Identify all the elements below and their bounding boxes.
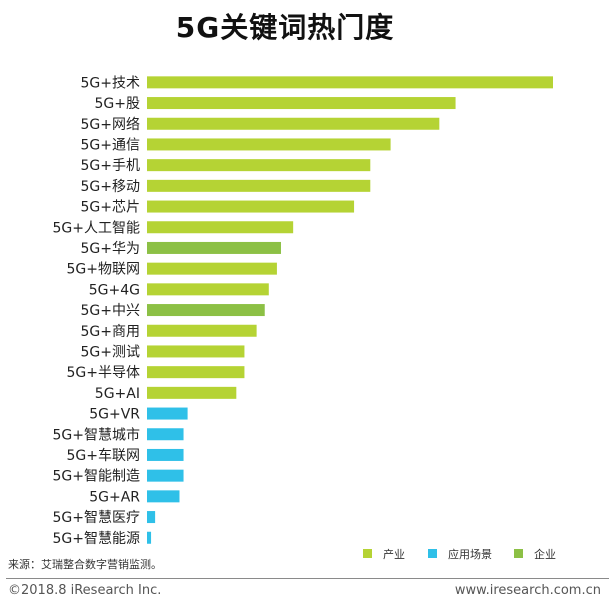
category-label: 5G+网络 (81, 117, 141, 133)
legend-label: 产业 (383, 547, 405, 560)
bar (147, 407, 188, 420)
category-label: 5G+技术 (81, 75, 141, 91)
bar (147, 179, 371, 192)
bar (147, 448, 184, 461)
bar (147, 345, 245, 358)
bar (147, 490, 180, 503)
bar (147, 200, 355, 213)
legend-label: 应用场景 (448, 547, 492, 560)
bar (147, 366, 245, 379)
category-label: 5G+4G (89, 282, 140, 298)
category-label: 5G+物联网 (67, 262, 141, 278)
category-label: 5G+通信 (81, 137, 141, 153)
bar (147, 262, 277, 275)
category-label: 5G+车联网 (67, 447, 141, 464)
category-label: 5G+AR (89, 489, 140, 505)
category-label: 5G+VR (89, 407, 140, 423)
category-label: 5G+商用 (81, 324, 141, 340)
bar (147, 304, 265, 317)
copyright-text: ©2018.8 iResearch Inc. (8, 583, 162, 598)
bar (147, 283, 269, 296)
chart-title: 5G关键词热门度 (175, 11, 395, 44)
bar-chart: 5G+技术 5G+股 5G+网络 5G+通信 5G+手机 5G+移动 5G+芯片 5G+人工智… (53, 75, 557, 560)
category-label: 5G+AI (95, 386, 140, 402)
category-label: 5G+芯片 (81, 200, 141, 216)
bar (147, 159, 371, 172)
bar (147, 241, 281, 254)
bar (147, 469, 184, 482)
category-label: 5G+中兴 (81, 303, 141, 319)
source-note: 来源：艾瑞整合数字营销监测。 (8, 558, 162, 571)
bar (147, 221, 294, 234)
bar (147, 97, 456, 110)
legend-swatch (428, 549, 437, 558)
category-label: 5G+智慧城市 (53, 426, 141, 443)
bar (147, 428, 184, 441)
category-label: 5G+智慧医疗 (53, 510, 141, 526)
category-label: 5G+智慧能源 (53, 531, 141, 547)
category-label: 5G+手机 (81, 158, 141, 174)
bar (147, 531, 152, 544)
legend-swatch (363, 549, 372, 558)
footer-divider (6, 578, 609, 579)
bar (147, 138, 391, 151)
category-label: 5G+测试 (81, 344, 141, 360)
legend-label: 企业 (534, 547, 556, 560)
bar (147, 511, 156, 524)
category-label: 5G+股 (95, 96, 141, 112)
legend-swatch (514, 549, 523, 558)
bar (147, 117, 440, 130)
category-label: 5G+智能制造 (53, 469, 141, 485)
category-label: 5G+半导体 (67, 365, 141, 381)
bar (147, 386, 237, 399)
category-label: 5G+移动 (81, 179, 141, 195)
category-label: 5G+人工智能 (53, 220, 141, 236)
website-url: www.iresearch.com.cn (454, 583, 601, 598)
category-label: 5G+华为 (81, 241, 141, 257)
bar (147, 324, 257, 337)
bar (147, 76, 553, 89)
